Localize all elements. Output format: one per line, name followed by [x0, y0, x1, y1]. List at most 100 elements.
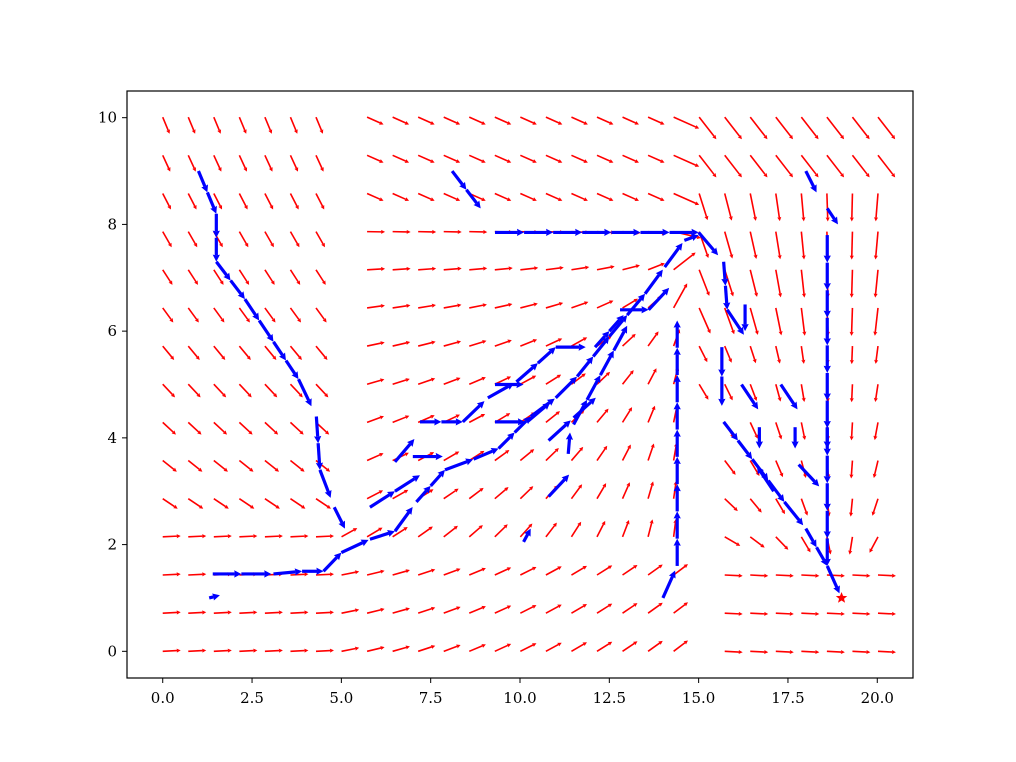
field-arrow: [873, 269, 879, 298]
field-arrow: [596, 603, 613, 614]
x-tick-label: 7.5: [419, 689, 443, 707]
field-arrow: [468, 567, 486, 576]
trajectory-arrow: [494, 380, 524, 389]
field-arrow: [494, 487, 509, 500]
field-arrow: [622, 641, 638, 652]
field-arrow: [417, 192, 435, 202]
field-arrow: [596, 445, 608, 461]
field-arrow: [800, 345, 806, 364]
field-arrow: [800, 231, 806, 260]
field-arrow: [749, 154, 768, 178]
field-arrow: [545, 411, 560, 424]
field-arrow: [545, 301, 564, 309]
field-arrow: [673, 602, 688, 614]
field-arrow: [494, 605, 512, 614]
field-arrow: [723, 345, 732, 363]
field-arrow: [239, 648, 258, 653]
trajectory-arrow: [297, 378, 312, 407]
field-arrow: [545, 448, 559, 462]
field-arrow: [647, 602, 663, 614]
field-arrow: [724, 536, 741, 546]
field-arrow: [647, 192, 665, 202]
field-arrow: [443, 266, 462, 271]
trajectory-arrow: [741, 304, 749, 332]
field-arrow: [800, 269, 807, 298]
field-arrow: [366, 607, 385, 614]
field-arrow: [238, 154, 248, 172]
trajectory-arrow: [673, 456, 681, 485]
trajectory-arrow: [612, 325, 628, 352]
field-arrow: [596, 300, 614, 309]
field-arrow: [418, 266, 437, 271]
field-arrow: [570, 446, 584, 462]
field-arrow: [392, 569, 410, 576]
trajectory-arrow: [302, 567, 324, 575]
field-arrow: [392, 116, 410, 125]
field-arrow: [596, 408, 609, 423]
field-arrow: [494, 192, 512, 202]
trajectory-arrow: [429, 469, 445, 487]
field-arrow: [238, 383, 252, 398]
field-arrow: [417, 154, 435, 163]
trajectory-arrow: [825, 207, 838, 225]
field-arrow: [341, 608, 360, 614]
field-arrow: [162, 498, 178, 509]
trajectory-arrow: [673, 347, 681, 376]
field-arrow: [392, 607, 410, 614]
trajectory-arrow: [608, 315, 624, 333]
trajectory-arrow: [497, 432, 515, 450]
field-arrow: [519, 375, 537, 385]
field-arrow: [800, 116, 819, 140]
goal-star: [835, 591, 848, 603]
field-arrow: [187, 193, 197, 210]
field-arrow: [749, 307, 759, 335]
field-arrow: [187, 154, 196, 172]
field-arrow: [392, 527, 408, 538]
field-arrow: [826, 116, 845, 140]
field-arrow: [596, 565, 613, 576]
trajectory-arrow: [555, 343, 586, 351]
field-arrow: [520, 266, 539, 271]
field-arrow: [290, 498, 306, 509]
field-arrow: [315, 154, 324, 172]
field-arrow: [750, 611, 769, 616]
field-arrow: [775, 422, 783, 440]
field-arrow: [545, 374, 562, 385]
trajectory-arrow: [620, 306, 649, 314]
field-arrow: [801, 573, 820, 578]
trajectory: [741, 304, 749, 332]
field-arrow: [723, 307, 735, 335]
field-arrow: [239, 610, 258, 615]
field-arrow: [315, 610, 334, 615]
field-arrow: [392, 415, 410, 424]
field-arrow: [596, 154, 614, 163]
field-arrow: [877, 649, 896, 655]
field-arrow: [724, 116, 742, 140]
trajectory: [740, 383, 759, 410]
field-arrow: [749, 383, 758, 402]
trajectory-arrow: [823, 538, 831, 566]
trajectory-arrow: [243, 298, 260, 321]
trajectory-arrow: [582, 228, 612, 237]
field-arrow: [264, 345, 277, 360]
field-arrow: [494, 266, 513, 271]
field-arrow: [315, 534, 334, 539]
field-arrow: [775, 498, 785, 515]
trajectory-arrow: [205, 191, 217, 214]
field-arrow: [469, 303, 487, 309]
field-arrow: [849, 269, 854, 298]
field-arrow: [749, 193, 758, 221]
field-arrow: [877, 611, 896, 616]
field-arrow: [264, 459, 280, 472]
field-arrow: [290, 648, 309, 653]
field-arrow: [264, 421, 279, 435]
field-arrow: [213, 383, 227, 398]
field-arrow: [545, 566, 562, 576]
field-arrow: [315, 116, 324, 134]
y-tick-label: 10: [98, 109, 117, 127]
trajectory: [494, 402, 551, 426]
field-arrow: [647, 564, 663, 576]
field-arrow: [571, 192, 588, 202]
trajectory-arrow: [640, 228, 670, 237]
field-arrow: [698, 154, 717, 178]
